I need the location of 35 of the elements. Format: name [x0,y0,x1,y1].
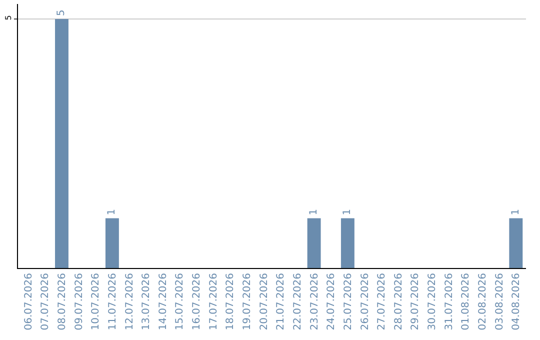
x-tick-label: 26.07.2026 [360,273,371,330]
x-tick-label: 01.08.2026 [460,273,472,330]
data-label: 1 [106,208,118,216]
x-tick-label: 10.07.2026 [90,273,102,330]
x-tick-label: 09.07.2026 [74,273,85,330]
x-tick-label: 14.07.2026 [158,273,169,330]
x-tick-label: 31.07.2026 [444,273,455,330]
x-tick-label: 07.07.2026 [40,273,52,330]
data-label: 5 [56,10,68,16]
x-tick-label: 23.07.2026 [309,273,320,330]
x-tick-label: 20.07.2026 [258,273,270,330]
data-label: 1 [510,208,522,216]
x-tick-label: 11.07.2026 [107,273,118,330]
x-tick-label: 22.07.2026 [292,273,304,330]
x-tick-label: 27.07.2026 [376,273,388,330]
data-label: 1 [308,208,320,216]
data-label: 1 [342,208,354,216]
x-tick-label: 17.07.2026 [208,273,220,330]
x-tick-label: 21.07.2026 [276,273,287,330]
x-tick-label: 30.07.2026 [427,273,438,330]
x-tick-label: 19.07.2026 [242,273,254,330]
x-tick-label: 12.07.2026 [124,273,136,330]
x-tick-label: 06.07.2026 [23,273,34,330]
x-tick-label: 28.07.2026 [393,273,404,330]
x-tick-label: 08.07.2026 [56,273,68,330]
x-tick-label: 16.07.2026 [192,273,203,330]
x-tick-label: 02.08.2026 [478,273,489,330]
x-tick-label: 24.07.2026 [326,273,338,330]
x-tick-label: 29.07.2026 [410,273,422,330]
x-tick-label: 04.08.2026 [511,273,522,330]
x-tick-label: 15.07.2026 [174,273,186,330]
x-tick-label: 13.07.2026 [141,273,152,330]
x-tick-label: 25.07.2026 [342,273,354,330]
x-tick-label: 18.07.2026 [225,273,236,330]
x-tick-label: 03.08.2026 [494,273,506,330]
